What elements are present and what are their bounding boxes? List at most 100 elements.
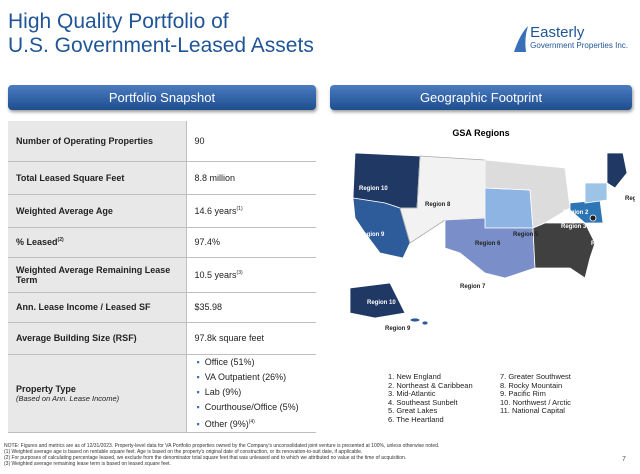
row-value: $35.98 [186,292,316,323]
legend-item: 7. Greater Southwest [500,372,571,381]
label-text: Average Building Size (RSF) [16,333,137,343]
legend-item: 8. Rocky Mountain [500,380,563,390]
row-label: Weighted Average Age [8,194,187,228]
section-heading: Geographic Footprint [330,85,632,110]
value-text: 97.8k square feet [194,333,265,343]
row-value: 97.8k square feet [186,322,316,355]
label-sub: (Based on Ann. Lease Income) [16,393,120,403]
value-text: 90 [194,135,205,146]
logo-icon [514,26,529,52]
region-label: Region 10 [359,186,388,192]
footnote: (3) Weighted average remaining lease ter… [4,461,171,467]
row-label: Property Type (Based on Ann. Lease Income… [8,354,187,433]
row-value: 10.5 years(3) [186,257,316,293]
legend-item: 9. Pacific Rim [500,389,546,398]
label-text: % Leased [16,237,58,247]
region-label: Region 2 [563,210,589,216]
table-row: Property Type (Based on Ann. Lease Income… [8,354,316,433]
map-title: GSA Regions [452,128,510,138]
type-item: Courthouse/Office (5%) [204,400,309,415]
legend-item: 11. National Capital [500,406,565,415]
table-row: Ann. Lease Income / Leased SF $35.98 [8,292,316,323]
footnote: NOTE: Figures and metrics are as of 12/3… [4,443,440,449]
type-text: Office (51%) [204,356,255,367]
label-text: Ann. Lease Income / Leased SF [16,302,151,312]
legend-item: 1. New England [388,372,441,381]
value-text: 10.5 years [194,269,237,280]
value-text: $35.98 [194,302,223,312]
type-text: Lab (9%) [204,386,242,397]
row-label: Weighted Average Remaining Lease Term [8,257,187,293]
type-item: Other (9%)(4) [204,415,309,432]
type-text: Other (9%) [204,418,249,429]
region-label: Region 9 [359,232,385,238]
table-row: % Leased(2) 97.4% [8,227,316,258]
map: Region 10 Region 8 Region 9 Region 6 Region … [349,152,635,332]
type-text: VA Outpatient (26%) [204,371,287,382]
row-label: Ann. Lease Income / Leased SF [8,292,187,323]
section-heading: Portfolio Snapshot [8,85,316,110]
region-label: Region 6 [475,241,501,247]
row-value: 14.6 years(1) [186,194,316,228]
label-text: Total Leased Square Feet [16,172,125,183]
region-label: Region 5 [513,232,539,238]
label-text: Weighted Average Remaining Lease Term [16,264,171,285]
region-label: Region 4 [537,271,563,277]
row-label: Total Leased Square Feet [8,161,187,195]
logo-name: Easterly [530,24,585,41]
region-label: Region 9 [385,326,411,332]
table-row: Weighted Average Remaining Lease Term 10.… [8,257,316,293]
snapshot-table: Number of Operating Properties 90 Total Le… [8,121,316,433]
region-label: Region 10 [367,300,396,306]
footnote: (1) Weighted average age is based on ren… [4,449,363,455]
region-label: Region 3 [561,224,587,230]
type-list: Office (51%) VA Outpatient (26%) Lab (9%) C… [195,355,309,432]
region-label: Region 11 [591,241,620,247]
region-label: Region 7 [460,284,486,290]
page-number: 7 [622,456,626,463]
type-item: Lab (9%) [204,385,309,400]
footnote: (2) For purposes of calculating percenta… [4,455,407,461]
type-note: (4) [248,418,255,425]
table-row: Weighted Average Age 14.6 years(1) [8,194,316,228]
legend: 7. Greater Southwest 8. Rocky Mountain 9. … [500,372,571,416]
region-label: Region 1 [625,196,635,202]
type-text: Courthouse/Office (5%) [204,401,299,412]
row-label: Number of Operating Properties [8,121,187,162]
table-row: Total Leased Square Feet 8.8 million [8,161,316,195]
row-label: Average Building Size (RSF) [8,322,187,355]
logo: Easterly Government Properties Inc. [512,24,628,52]
footnotes: NOTE: Figures and metrics are as of 12/3… [4,443,624,467]
legend-item: 2. Northeast & Caribbean [388,380,473,390]
legend-item: 3. Mid-Atlantic [388,389,436,398]
label-text: Number of Operating Properties [16,135,154,146]
table-row: Number of Operating Properties 90 [8,121,316,162]
label-note: (2) [57,237,64,243]
row-value: 8.8 million [186,161,316,195]
logo-subtitle: Government Properties Inc. [530,41,628,50]
label-text: Property Type [16,383,76,394]
value-text: 97.4% [194,237,221,247]
value-text: 14.6 years [194,205,237,216]
row-value: 97.4% [186,227,316,258]
legend-item: 10. Northwest / Arctic [500,397,571,407]
legend-item: 5. Great Lakes [388,406,438,415]
legend-item: 6. The Heartland [388,414,444,424]
title: High Quality Portfolio of U.S. Government… [8,10,314,58]
region-label: Region 8 [425,202,451,208]
title-line: High Quality Portfolio of [8,10,229,33]
value-note: (3) [236,269,243,276]
table-row: Average Building Size (RSF) 97.8k square … [8,322,316,355]
row-value: Office (51%) VA Outpatient (26%) Lab (9%) C… [186,354,316,433]
label-text: Weighted Average Age [16,205,113,216]
value-text: 8.8 million [194,172,236,183]
legend-item: 4. Southeast Sunbelt [388,397,458,407]
legend: 1. New England 2. Northeast & Caribbean 3.… [388,372,473,424]
row-label: % Leased(2) [8,227,187,258]
type-item: Office (51%) [204,355,309,370]
value-note: (1) [236,205,243,212]
type-item: VA Outpatient (26%) [204,370,309,385]
row-value: 90 [186,121,316,162]
title-line: U.S. Government-Leased Assets [8,34,314,57]
